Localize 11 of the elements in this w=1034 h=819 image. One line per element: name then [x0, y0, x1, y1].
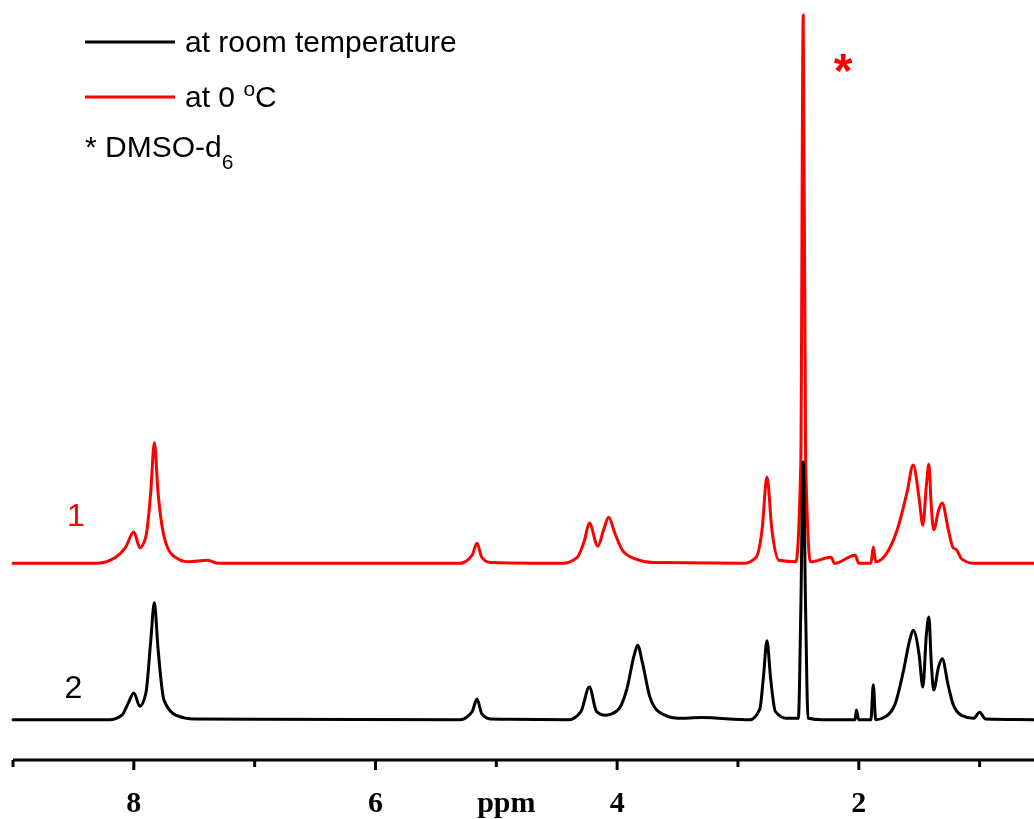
x-axis-title: ppm: [477, 785, 536, 818]
x-tick-label: 4: [609, 785, 625, 818]
annotation: 1: [66, 496, 85, 533]
annotation: 2: [64, 669, 83, 706]
x-tick-label: 6: [367, 785, 383, 818]
annotation: *: [833, 44, 853, 98]
legend-label: at room temperature: [185, 25, 457, 58]
x-tick-label: 8: [126, 785, 142, 818]
x-tick-label: 2: [851, 785, 867, 818]
annotation: * DMSO-d$_{6}$: [85, 130, 234, 173]
legend-label: at 0 $^{o}$C: [185, 76, 277, 113]
